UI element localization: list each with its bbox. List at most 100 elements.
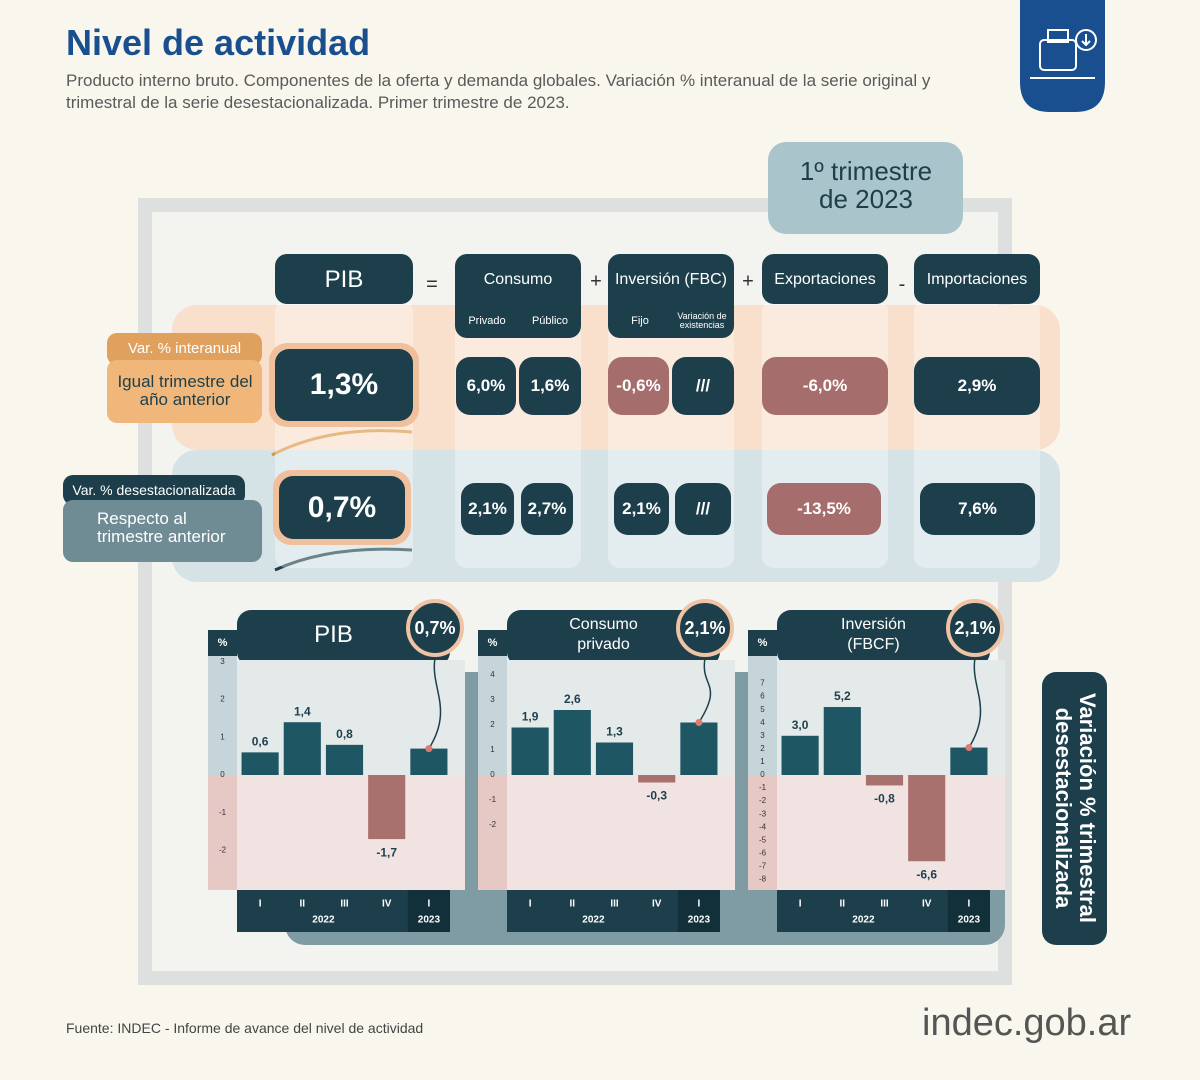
x-tick-label: IV [922, 899, 932, 910]
x-tick-label: I [428, 899, 431, 910]
y-tick-label: 4 [760, 718, 765, 727]
y-tick-label: -3 [759, 809, 767, 818]
y-tick-label: 2 [220, 695, 225, 704]
title: Nivel de actividad [66, 22, 371, 63]
y-tick-label: -2 [759, 796, 767, 805]
x-tick-label: II [570, 899, 576, 910]
side-label: Variación % trimestral desestacionalizad… [1051, 693, 1100, 923]
cell [762, 357, 888, 415]
x-tick-label: III [610, 899, 619, 910]
column-header [275, 254, 413, 304]
y-tick-label: 2 [760, 744, 765, 753]
cell-value: -0,6% [616, 376, 661, 395]
bar [595, 742, 634, 775]
value-label: 1,9 [522, 710, 539, 724]
source: Fuente: INDEC - Informe de avance del ni… [66, 1020, 424, 1036]
bar [283, 722, 321, 775]
bar [950, 747, 988, 775]
y-tick-label: -7 [759, 862, 767, 871]
chart-title: Consumo privado [569, 616, 638, 653]
row-tag-text: Var. % desestacionalizada [72, 482, 236, 498]
period-box [768, 142, 963, 234]
x-group-label: 2023 [418, 915, 441, 926]
y-tick-label: -6 [759, 849, 767, 858]
bar [823, 707, 861, 775]
bar [410, 748, 448, 775]
x-tick-label: II [840, 899, 846, 910]
x-tick-label: III [880, 899, 889, 910]
cell [767, 483, 881, 535]
axis-unit-box [478, 630, 507, 656]
cell-value: 2,1% [622, 499, 661, 518]
bar [241, 752, 279, 775]
cell-value: 6,0% [466, 376, 506, 395]
badge [406, 599, 464, 657]
bar [908, 775, 946, 862]
cell-value: 2,1% [468, 499, 507, 518]
value-label: -6,6 [916, 867, 937, 881]
operator: + [590, 270, 602, 292]
y-axis-label: % [218, 637, 228, 649]
bar [638, 775, 676, 783]
cell-value: /// [695, 376, 711, 395]
x-group-label: 2022 [582, 915, 605, 926]
x-tick-label: IV [382, 899, 392, 910]
cell-value: 0,7% [307, 490, 377, 524]
axis-column [748, 775, 777, 890]
connector-dot [695, 719, 703, 726]
plot-area [237, 775, 465, 890]
badge-label: 0,7% [414, 618, 455, 638]
x-axis-group [407, 890, 450, 932]
value-label: 5,2 [834, 689, 851, 703]
column-header [762, 254, 888, 304]
row-desc-text: Igual trimestre del año anterior [117, 372, 253, 409]
decor-curve [274, 547, 413, 572]
chart-title-box [237, 610, 450, 666]
operator: - [899, 273, 906, 295]
sub-header: Privado [468, 314, 506, 327]
logo-badge [1020, 0, 1105, 112]
x-axis-group [947, 890, 990, 932]
decor-curve [271, 429, 413, 457]
y-tick-label: 2 [490, 720, 495, 729]
row-tag [107, 333, 262, 365]
axis-column [208, 775, 237, 890]
cell [275, 349, 413, 421]
y-tick-label: 6 [760, 692, 765, 701]
badge [676, 599, 734, 657]
column-title: Importaciones [926, 270, 1028, 288]
row-desc [63, 500, 262, 562]
column-title: PIB [324, 265, 364, 293]
value-label: -0,8 [874, 792, 895, 806]
bar [553, 710, 591, 775]
value-label: 0,8 [336, 727, 353, 741]
row-tag [63, 475, 245, 505]
x-tick-label: I [968, 899, 971, 910]
column-header [608, 254, 734, 338]
y-tick-label: 5 [760, 705, 765, 714]
y-tick-label: 1 [220, 732, 225, 741]
operator: = [426, 273, 438, 295]
axis-unit-box [748, 630, 777, 656]
badge-label: 2,1% [684, 618, 725, 638]
badge-label: 2,1% [954, 618, 995, 638]
plot-area [777, 775, 1005, 890]
cell-value: -6,0% [802, 376, 848, 395]
value-label: 1,4 [294, 704, 311, 718]
plot-area [507, 775, 735, 890]
x-tick-label: I [259, 899, 262, 910]
bar [680, 722, 718, 775]
connector-dot [425, 745, 433, 753]
axis-unit-box [208, 630, 237, 656]
connector [428, 657, 442, 750]
y-tick-label: 3 [490, 695, 495, 704]
y-tick-label: 3 [220, 657, 225, 666]
x-tick-label: III [340, 899, 349, 910]
value-label: -0,3 [646, 789, 667, 803]
sub-header: Fijo [631, 314, 649, 327]
x-tick-label: I [799, 899, 802, 910]
y-tick-label: 1 [760, 757, 765, 766]
y-tick-label: 1 [490, 745, 495, 754]
y-tick-label: -2 [489, 820, 497, 829]
